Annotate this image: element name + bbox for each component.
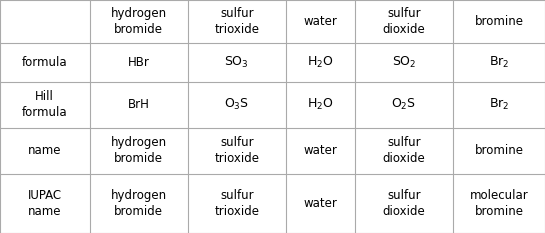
Text: $\mathrm{SO_2}$: $\mathrm{SO_2}$ <box>392 55 416 70</box>
Text: formula: formula <box>22 56 68 69</box>
Text: BrH: BrH <box>128 98 150 111</box>
Text: hydrogen
bromide: hydrogen bromide <box>111 136 167 165</box>
Text: $\mathrm{Br_2}$: $\mathrm{Br_2}$ <box>489 97 509 112</box>
Text: hydrogen
bromide: hydrogen bromide <box>111 189 167 218</box>
Text: sulfur
dioxide: sulfur dioxide <box>383 189 425 218</box>
Text: sulfur
trioxide: sulfur trioxide <box>214 189 259 218</box>
Text: $\mathrm{Br_2}$: $\mathrm{Br_2}$ <box>489 55 509 70</box>
Text: sulfur
trioxide: sulfur trioxide <box>214 136 259 165</box>
Text: $\mathrm{O_3S}$: $\mathrm{O_3S}$ <box>224 97 249 112</box>
Text: water: water <box>304 15 337 28</box>
Text: $\mathrm{H_2O}$: $\mathrm{H_2O}$ <box>307 55 334 70</box>
Text: hydrogen
bromide: hydrogen bromide <box>111 7 167 36</box>
Text: name: name <box>28 144 62 157</box>
Text: $\mathrm{SO_3}$: $\mathrm{SO_3}$ <box>225 55 249 70</box>
Text: Hill
formula: Hill formula <box>22 90 68 119</box>
Text: IUPAC
name: IUPAC name <box>28 189 62 218</box>
Text: water: water <box>304 197 337 210</box>
Text: molecular
bromine: molecular bromine <box>470 189 528 218</box>
Text: bromine: bromine <box>475 144 524 157</box>
Text: $\mathrm{H_2O}$: $\mathrm{H_2O}$ <box>307 97 334 112</box>
Text: sulfur
trioxide: sulfur trioxide <box>214 7 259 36</box>
Text: bromine: bromine <box>475 15 524 28</box>
Text: water: water <box>304 144 337 157</box>
Text: $\mathrm{O_2S}$: $\mathrm{O_2S}$ <box>391 97 416 112</box>
Text: sulfur
dioxide: sulfur dioxide <box>383 136 425 165</box>
Text: HBr: HBr <box>128 56 150 69</box>
Text: sulfur
dioxide: sulfur dioxide <box>383 7 425 36</box>
